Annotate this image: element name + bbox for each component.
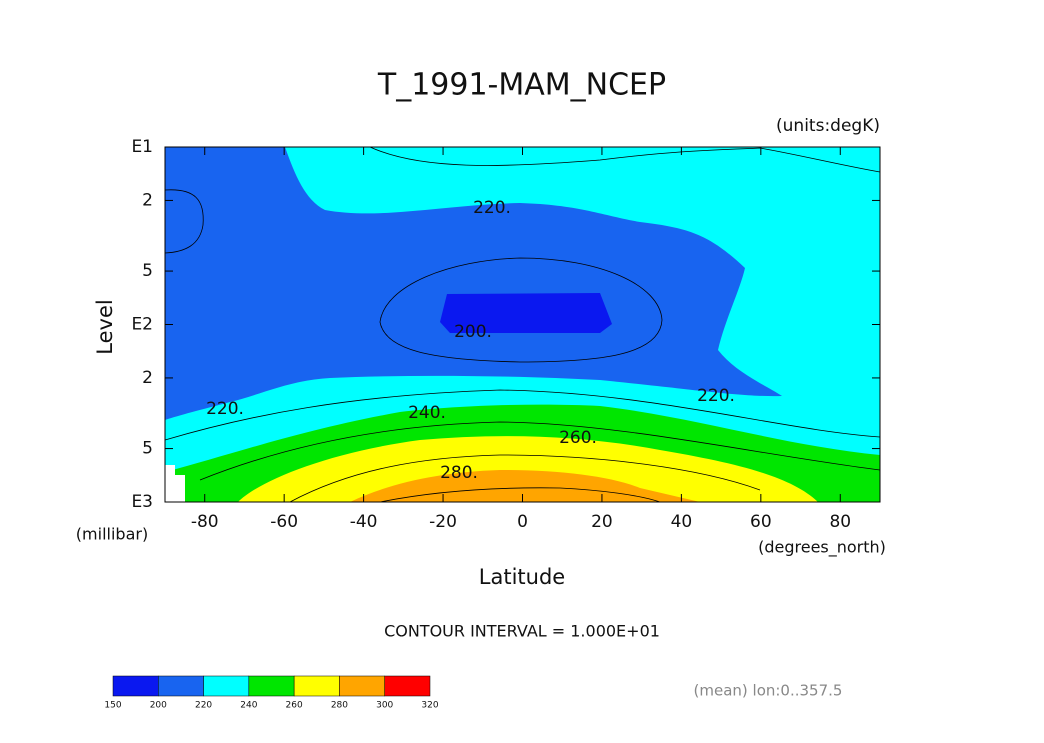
contour-label: 220. bbox=[206, 399, 244, 419]
contour-line bbox=[164, 189, 204, 254]
x-tick-label: 20 bbox=[591, 512, 613, 532]
footnote: (mean) lon:0..357.5 bbox=[694, 682, 843, 700]
y-tick-label: 5 bbox=[142, 261, 153, 281]
colorbar-label: 240 bbox=[240, 701, 257, 711]
colorbar-bin bbox=[158, 675, 204, 697]
x-tick-label: 40 bbox=[671, 512, 693, 532]
contour-line bbox=[369, 146, 881, 173]
contour-interval: CONTOUR INTERVAL = 1.000E+01 bbox=[384, 622, 660, 641]
colorbar-label: 300 bbox=[376, 701, 393, 711]
colorbar-label: 260 bbox=[286, 701, 303, 711]
x-units-label: (degrees_north) bbox=[758, 538, 886, 558]
y-tick-label: 2 bbox=[142, 368, 153, 388]
y-tick-label: 2 bbox=[142, 190, 153, 210]
contour-label: 220. bbox=[473, 198, 511, 218]
colorbar-bin bbox=[293, 675, 340, 697]
y-tick-label: E2 bbox=[131, 315, 153, 335]
contour-label: 200. bbox=[454, 322, 492, 342]
x-tick-label: -40 bbox=[350, 512, 378, 532]
units-label: (units:degK) bbox=[776, 116, 880, 136]
x-tick-label: 60 bbox=[750, 512, 772, 532]
y-tick-label: E3 bbox=[131, 492, 153, 512]
colorbar-bin bbox=[248, 675, 295, 697]
contour-region bbox=[238, 436, 818, 502]
contour-line bbox=[164, 389, 881, 441]
contour-label: 260. bbox=[559, 428, 597, 448]
x-tick-label: -20 bbox=[429, 512, 457, 532]
colorbar-bin bbox=[112, 675, 159, 697]
colorbar-bin bbox=[384, 675, 431, 697]
missing-data bbox=[165, 465, 185, 502]
contour-line bbox=[379, 487, 661, 503]
y-tick-label: E1 bbox=[131, 137, 153, 157]
colorbar-bin bbox=[203, 675, 250, 697]
x-tick-label: -80 bbox=[191, 512, 219, 532]
colorbar-label: 150 bbox=[104, 701, 121, 711]
colorbar-bin bbox=[339, 675, 385, 697]
colorbar-label: 280 bbox=[331, 701, 348, 711]
contour-region bbox=[350, 470, 700, 502]
x-axis-label: Latitude bbox=[479, 565, 565, 589]
contour-line bbox=[289, 454, 761, 503]
chart-title: T_1991-MAM_NCEP bbox=[377, 68, 666, 103]
contour-label: 220. bbox=[697, 386, 735, 406]
y-units-label: (millibar) bbox=[76, 525, 148, 544]
contour-line bbox=[379, 257, 663, 363]
colorbar-label: 320 bbox=[421, 701, 438, 711]
contour-region bbox=[440, 293, 612, 333]
contour-label: 280. bbox=[440, 463, 478, 483]
colorbar-label: 220 bbox=[195, 701, 212, 711]
contour-line bbox=[199, 421, 881, 481]
x-tick-label: -60 bbox=[270, 512, 298, 532]
contour-label: 240. bbox=[408, 403, 446, 423]
colorbar-label: 200 bbox=[150, 701, 167, 711]
y-tick-label: 5 bbox=[142, 439, 153, 459]
x-tick-label: 0 bbox=[517, 512, 528, 532]
x-tick-label: 80 bbox=[829, 512, 851, 532]
plot-area: 220. 220. 220. 200. 240. 260. 280. bbox=[164, 146, 881, 503]
y-axis-label: Level bbox=[93, 299, 117, 354]
